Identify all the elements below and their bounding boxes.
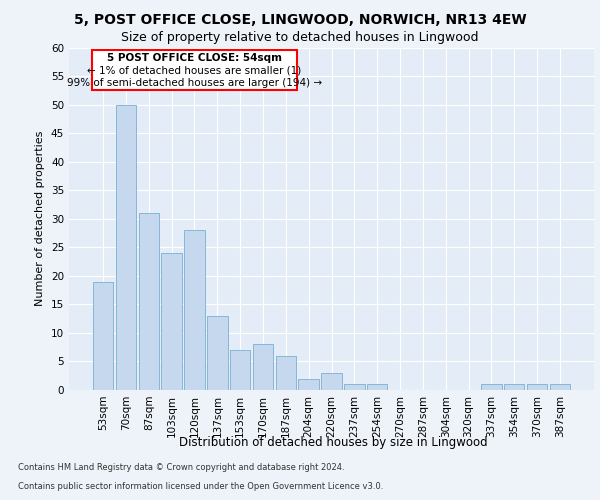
Bar — [139, 213, 159, 390]
Y-axis label: Number of detached properties: Number of detached properties — [35, 131, 46, 306]
Bar — [275, 356, 296, 390]
Bar — [230, 350, 250, 390]
Text: 5, POST OFFICE CLOSE, LINGWOOD, NORWICH, NR13 4EW: 5, POST OFFICE CLOSE, LINGWOOD, NORWICH,… — [74, 12, 526, 26]
Bar — [298, 378, 319, 390]
Text: 5 POST OFFICE CLOSE: 54sqm: 5 POST OFFICE CLOSE: 54sqm — [107, 53, 282, 63]
Bar — [344, 384, 365, 390]
Bar — [321, 373, 342, 390]
Bar — [93, 282, 113, 390]
Bar — [116, 104, 136, 390]
Text: Contains public sector information licensed under the Open Government Licence v3: Contains public sector information licen… — [18, 482, 383, 491]
Bar — [184, 230, 205, 390]
Text: Contains HM Land Registry data © Crown copyright and database right 2024.: Contains HM Land Registry data © Crown c… — [18, 464, 344, 472]
Bar — [207, 316, 227, 390]
Text: 99% of semi-detached houses are larger (194) →: 99% of semi-detached houses are larger (… — [67, 78, 322, 88]
Bar — [527, 384, 547, 390]
Bar — [253, 344, 273, 390]
Text: Size of property relative to detached houses in Lingwood: Size of property relative to detached ho… — [121, 31, 479, 44]
FancyBboxPatch shape — [92, 50, 297, 90]
Bar — [161, 253, 182, 390]
Text: ← 1% of detached houses are smaller (1): ← 1% of detached houses are smaller (1) — [88, 66, 302, 76]
Bar — [550, 384, 570, 390]
Bar — [481, 384, 502, 390]
Bar — [367, 384, 388, 390]
Bar — [504, 384, 524, 390]
Text: Distribution of detached houses by size in Lingwood: Distribution of detached houses by size … — [179, 436, 487, 449]
